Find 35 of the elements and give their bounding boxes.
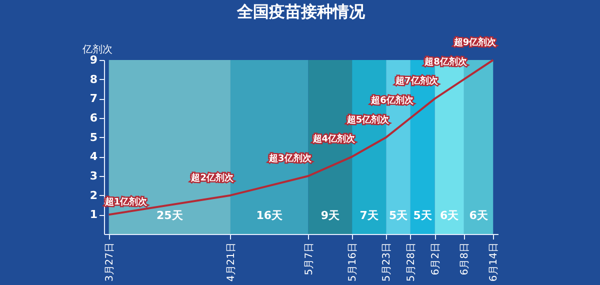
band-label: 5天 [413,209,433,222]
data-label: 超9亿剂次 [452,37,498,48]
band-label: 25天 [156,209,184,222]
data-label: 超7亿剂次 [394,76,439,87]
y-tick-label: 5 [90,130,98,144]
band-label: 6天 [469,209,489,222]
data-label: 超2亿剂次 [190,172,234,184]
band-label: 9天 [320,209,341,222]
band-label: 5天 [388,209,409,222]
x-tick-label: 4月21日 [226,242,237,282]
y-tick-label: 3 [90,170,98,182]
y-tick-label: 1 [90,208,98,222]
data-label: 超5亿剂次 [346,114,390,126]
band-label: 7天 [360,209,380,222]
x-tick-label: 6月2日 [430,242,442,276]
y-tick-label: 8 [90,72,98,86]
data-label: 超4亿剂次 [312,134,356,145]
band-label: 6天 [440,209,460,222]
x-tick-label: 5月16日 [348,242,359,282]
x-tick-label: 5月23日 [382,242,393,282]
x-tick-label: 5月7日 [304,242,315,276]
data-label: 超3亿剂次 [268,153,312,164]
y-tick-label: 4 [90,150,98,164]
x-tick-label: 3月27日 [104,242,116,282]
y-tick-label: 6 [90,112,98,124]
y-axis-title: 亿剂次 [82,44,112,56]
y-tick-label: 9 [90,54,98,66]
x-tick-label: 6月14日 [488,242,500,282]
y-tick-label: 7 [90,92,98,106]
x-tick-label: 5月28日 [406,242,417,282]
y-tick-label: 2 [90,188,98,202]
band-label: 16天 [256,209,284,222]
data-label: 超6亿剂次 [370,95,414,106]
chart-title: 全国疫苗接种情况 [236,2,366,21]
x-tick-label: 6月8日 [459,242,470,276]
